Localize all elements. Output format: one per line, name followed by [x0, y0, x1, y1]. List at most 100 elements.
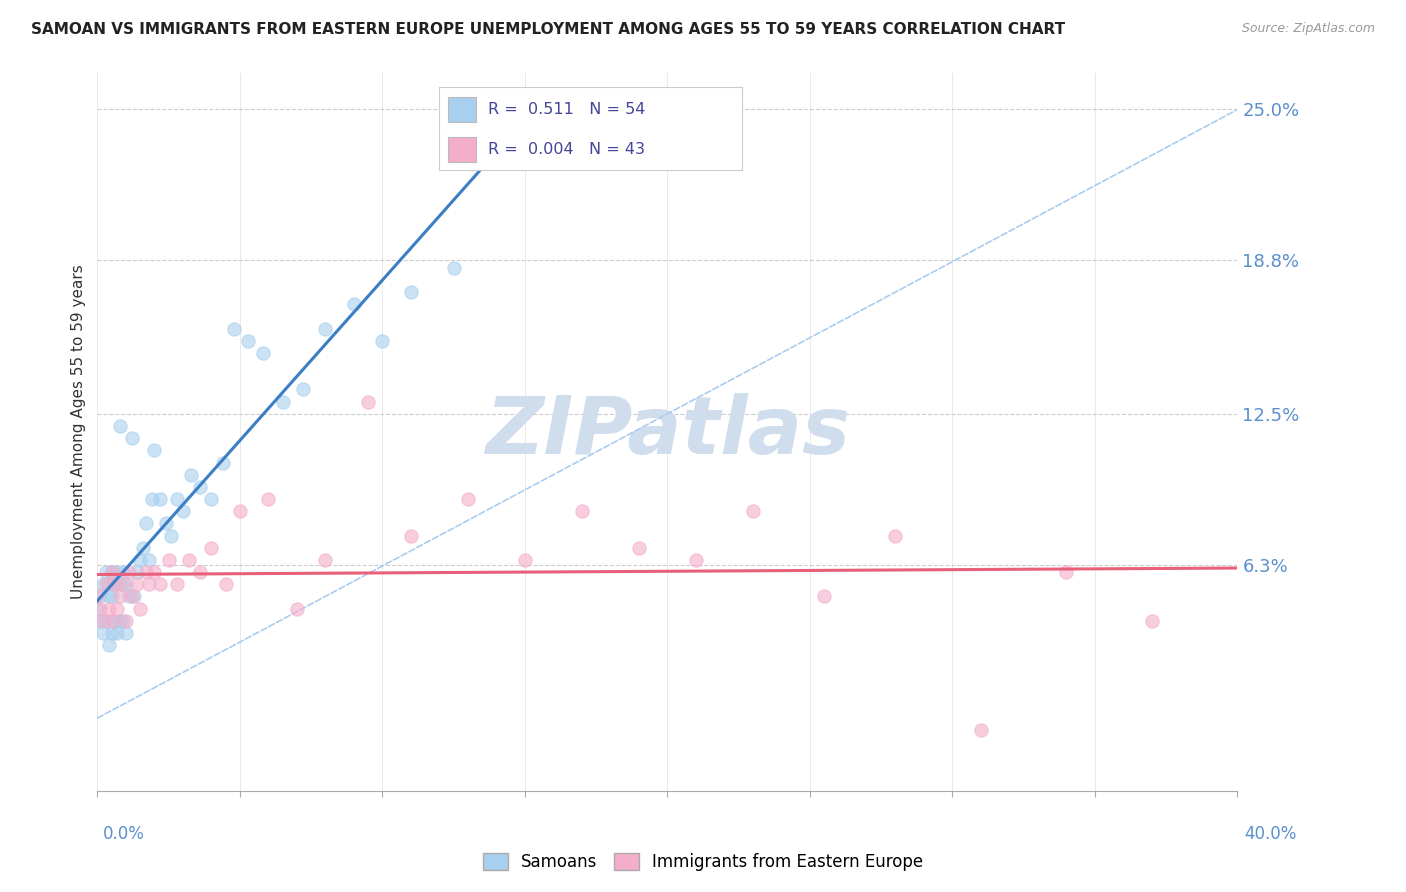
Point	[89, 614, 111, 628]
Point	[108, 614, 131, 628]
Point	[214, 577, 236, 591]
Point	[97, 638, 120, 652]
Point	[513, 553, 536, 567]
Point	[100, 626, 122, 640]
Point	[118, 565, 141, 579]
Point	[571, 504, 593, 518]
Point	[970, 723, 993, 738]
Point	[627, 541, 650, 555]
Point	[105, 565, 128, 579]
Point	[138, 577, 160, 591]
Point	[115, 626, 138, 640]
Point	[127, 565, 149, 579]
Point	[100, 614, 122, 628]
Point	[105, 601, 128, 615]
Point	[155, 516, 177, 531]
Point	[188, 480, 211, 494]
Point	[224, 321, 246, 335]
Text: SAMOAN VS IMMIGRANTS FROM EASTERN EUROPE UNEMPLOYMENT AMONG AGES 55 TO 59 YEARS : SAMOAN VS IMMIGRANTS FROM EASTERN EUROPE…	[31, 22, 1066, 37]
Point	[129, 601, 152, 615]
Point	[143, 443, 166, 458]
Point	[118, 590, 141, 604]
Point	[285, 601, 308, 615]
Point	[485, 114, 508, 128]
Point	[89, 601, 111, 615]
Point	[291, 383, 314, 397]
Text: 40.0%: 40.0%	[1244, 825, 1296, 843]
Point	[91, 577, 114, 591]
Point	[103, 614, 125, 628]
Point	[86, 590, 108, 604]
Point	[180, 467, 202, 482]
Point	[1056, 565, 1078, 579]
Point	[121, 590, 143, 604]
Point	[138, 553, 160, 567]
Text: Source: ZipAtlas.com: Source: ZipAtlas.com	[1241, 22, 1375, 36]
Point	[86, 601, 108, 615]
Point	[238, 334, 260, 348]
Point	[200, 491, 222, 506]
Point	[399, 528, 422, 542]
Point	[172, 504, 194, 518]
Point	[91, 614, 114, 628]
Point	[100, 565, 122, 579]
Point	[135, 565, 157, 579]
Point	[141, 491, 163, 506]
Point	[177, 553, 200, 567]
Point	[742, 504, 765, 518]
Point	[103, 577, 125, 591]
Point	[211, 456, 233, 470]
Point	[100, 590, 122, 604]
Point	[89, 590, 111, 604]
Point	[457, 491, 479, 506]
Point	[100, 565, 122, 579]
Point	[97, 577, 120, 591]
Point	[371, 334, 394, 348]
Text: ZIPatlas: ZIPatlas	[485, 393, 849, 471]
Point	[105, 626, 128, 640]
Point	[357, 394, 380, 409]
Point	[103, 577, 125, 591]
Point	[399, 285, 422, 299]
Point	[94, 614, 117, 628]
Point	[97, 601, 120, 615]
Point	[200, 541, 222, 555]
Point	[111, 577, 134, 591]
Point	[108, 419, 131, 434]
Point	[111, 565, 134, 579]
Point	[108, 590, 131, 604]
Point	[314, 553, 336, 567]
Point	[124, 590, 146, 604]
Point	[229, 504, 252, 518]
Point	[166, 491, 188, 506]
Point	[97, 590, 120, 604]
Point	[135, 516, 157, 531]
Point	[1140, 614, 1163, 628]
Point	[443, 260, 465, 275]
Point	[94, 577, 117, 591]
Point	[115, 577, 138, 591]
Point	[166, 577, 188, 591]
Point	[188, 565, 211, 579]
Point	[252, 346, 274, 360]
Point	[160, 528, 183, 542]
Point	[157, 553, 180, 567]
Point	[91, 626, 114, 640]
Point	[149, 491, 172, 506]
Point	[121, 431, 143, 445]
Point	[685, 553, 707, 567]
Point	[115, 614, 138, 628]
Point	[257, 491, 280, 506]
Point	[129, 553, 152, 567]
Point	[111, 614, 134, 628]
Point	[271, 394, 294, 409]
Point	[143, 565, 166, 579]
Text: 0.0%: 0.0%	[103, 825, 145, 843]
Point	[127, 577, 149, 591]
Point	[149, 577, 172, 591]
Point	[94, 565, 117, 579]
Y-axis label: Unemployment Among Ages 55 to 59 years: Unemployment Among Ages 55 to 59 years	[72, 265, 86, 599]
Point	[343, 297, 366, 311]
Point	[108, 577, 131, 591]
Legend: Samoans, Immigrants from Eastern Europe: Samoans, Immigrants from Eastern Europe	[474, 845, 932, 880]
